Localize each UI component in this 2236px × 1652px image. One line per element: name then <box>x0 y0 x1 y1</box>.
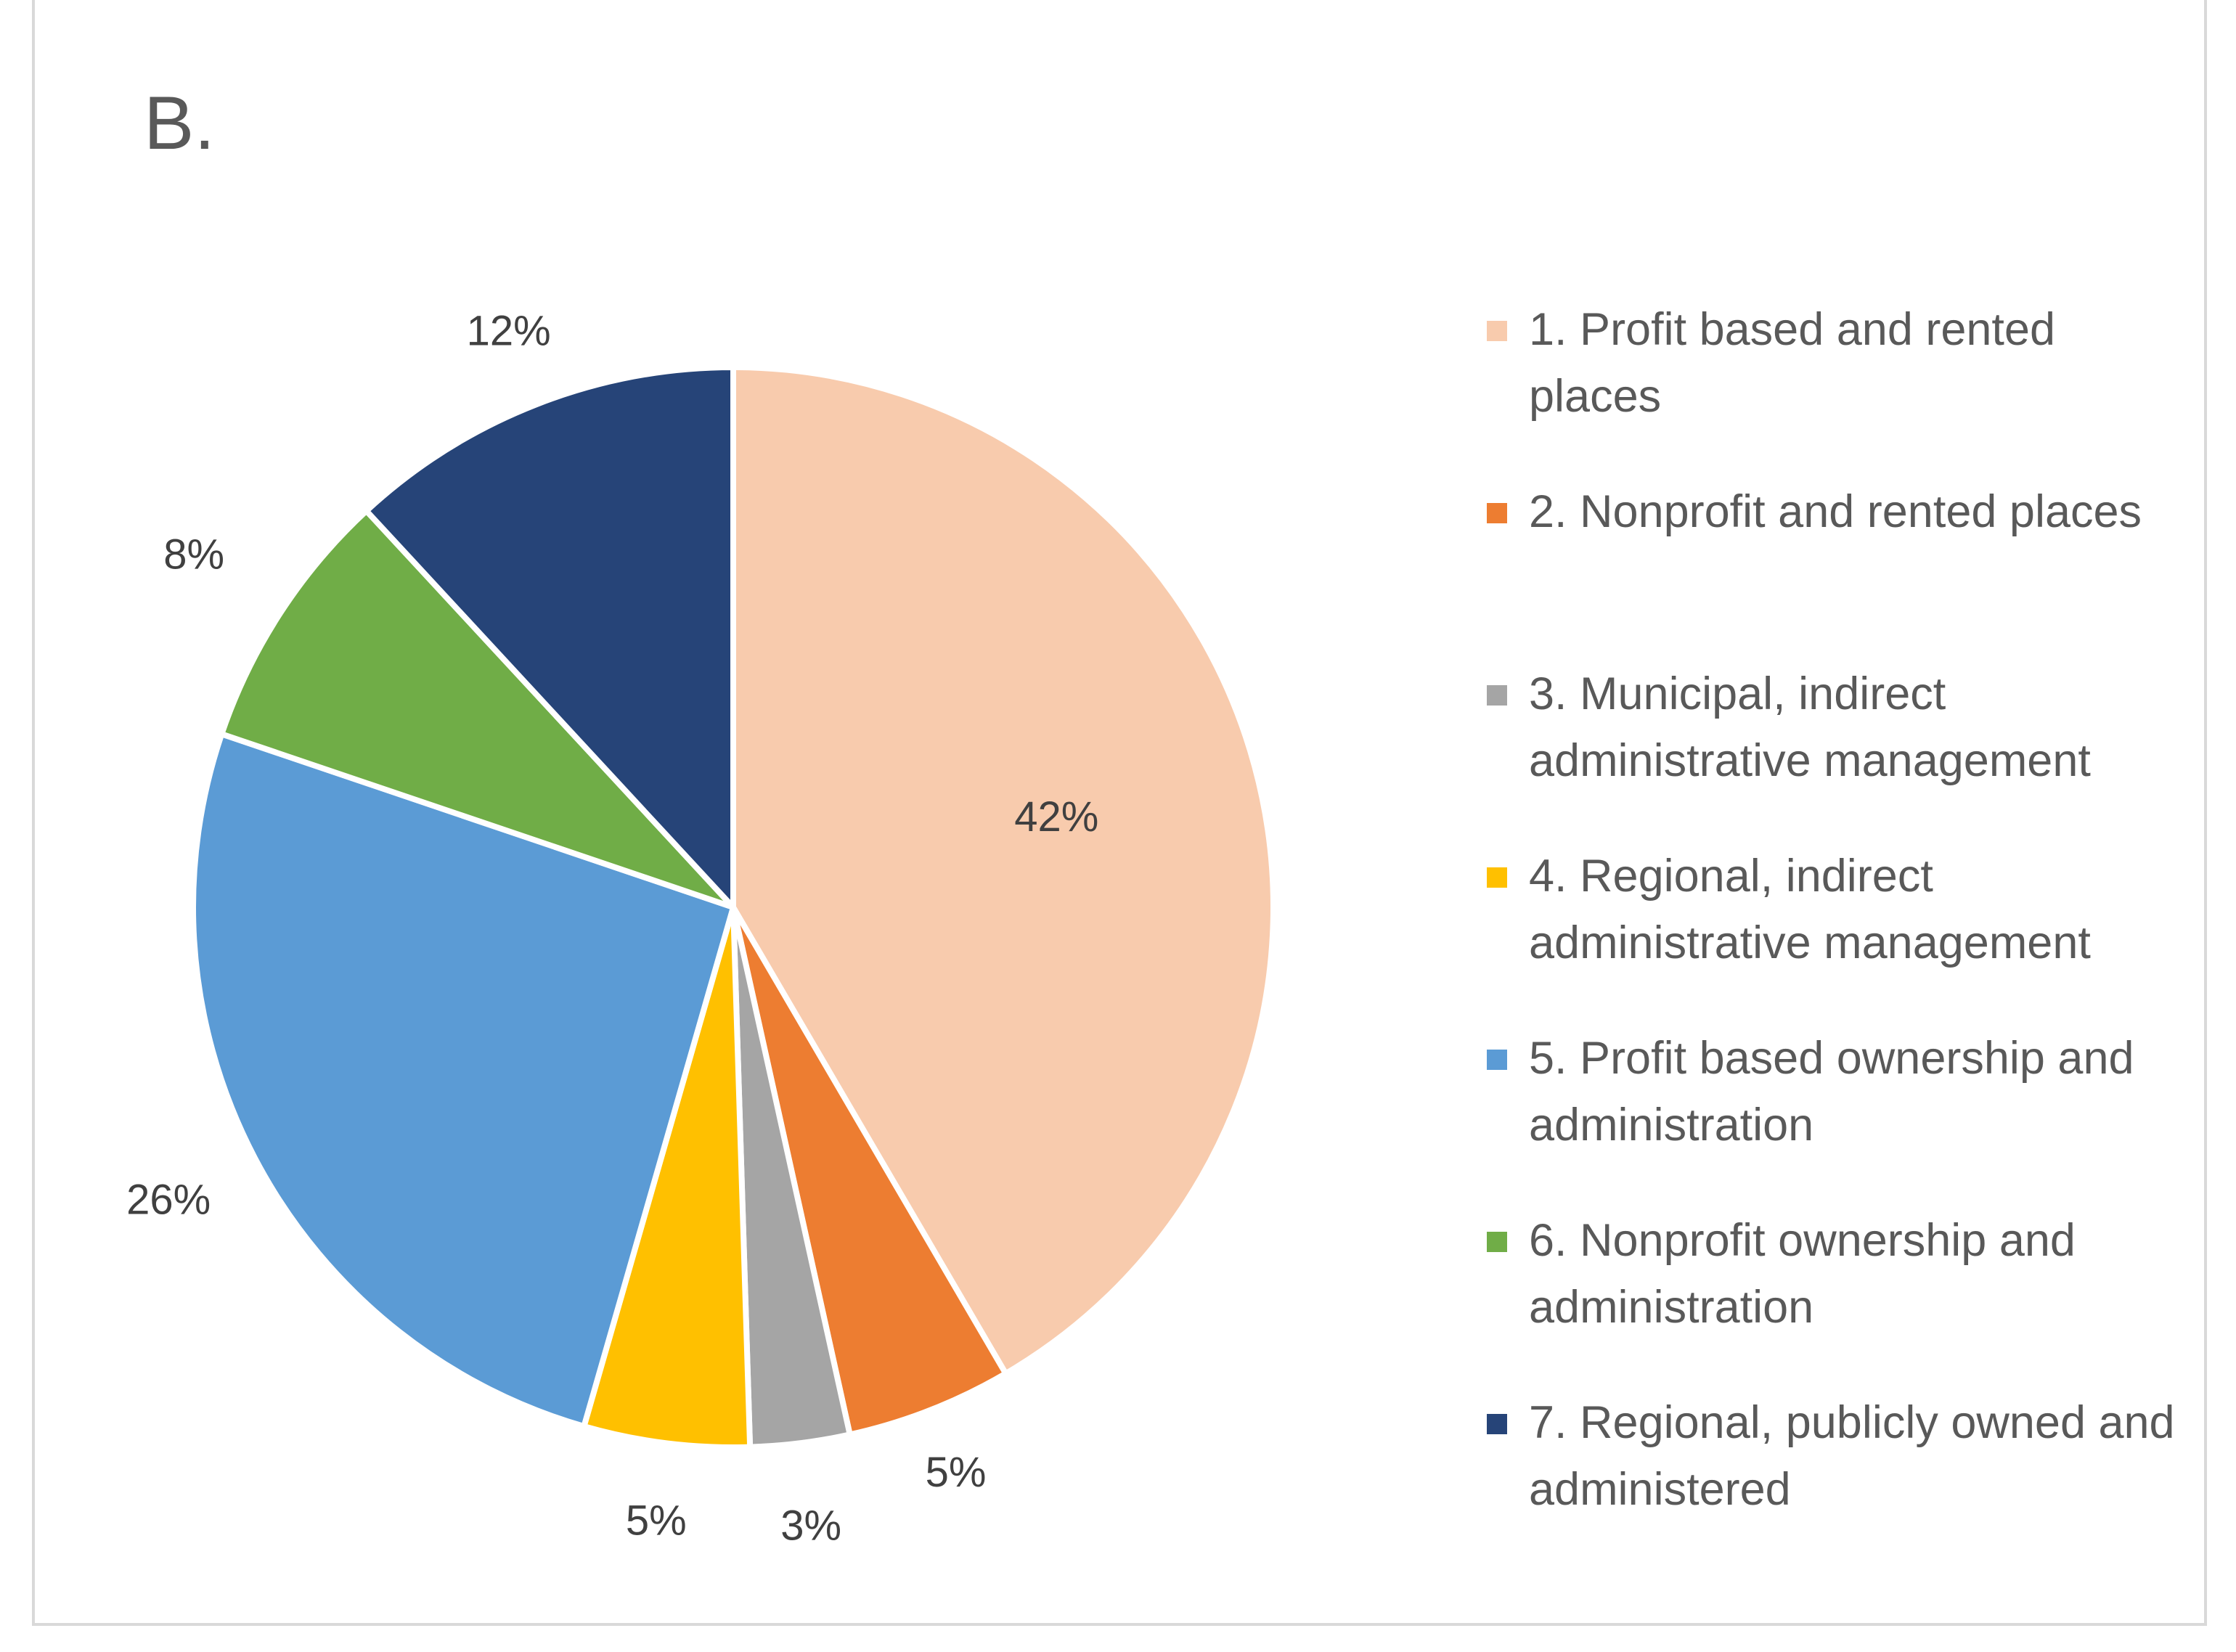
legend-item-3: 3. Municipal, indirect administrative ma… <box>1487 661 2213 843</box>
pie-slice-4 <box>581 904 754 1450</box>
pie-slices <box>190 364 1276 1450</box>
legend-label-4: 4. Regional, indirect administrative man… <box>1529 851 2091 968</box>
legend-label-5: 5. Profit based ownership and administra… <box>1529 1033 2134 1150</box>
legend-swatch-2 <box>1487 503 1507 523</box>
legend-item-5: 5. Profit based ownership and administra… <box>1487 1025 2213 1207</box>
legend-item-7: 7. Regional, publicly owned and administ… <box>1487 1389 2213 1571</box>
legend-item-4: 4. Regional, indirect administrative man… <box>1487 843 2213 1025</box>
legend-swatch-3 <box>1487 685 1507 706</box>
legend-label-2: 2. Nonprofit and rented places <box>1529 486 2142 537</box>
pie-slice-7 <box>363 364 736 910</box>
legend-swatch-6 <box>1487 1232 1507 1252</box>
legend-swatch-5 <box>1487 1050 1507 1070</box>
pie-slice-1 <box>730 364 1276 1377</box>
legend-swatch-1 <box>1487 321 1507 341</box>
data-label-3: 3% <box>780 1502 841 1550</box>
pie-slice-2 <box>730 904 1009 1438</box>
pie-data-labels: 42% 5% 3% 5% 26% 8% 12% <box>126 308 1098 1550</box>
legend-label-1: 1. Profit based and rented places <box>1529 304 2055 422</box>
legend-item-2: 2. Nonprofit and rented places <box>1487 478 2213 661</box>
legend-item-6: 6. Nonprofit ownership and administratio… <box>1487 1207 2213 1389</box>
data-label-2: 5% <box>926 1449 987 1496</box>
panel-label: B. <box>144 81 216 165</box>
data-label-4: 5% <box>626 1497 687 1544</box>
data-label-6: 8% <box>163 531 224 578</box>
data-label-5: 26% <box>126 1176 211 1223</box>
legend: 1. Profit based and rented places 2. Nonp… <box>1487 296 2213 1571</box>
data-label-1: 42% <box>1014 793 1098 841</box>
legend-swatch-4 <box>1487 867 1507 888</box>
legend-item-1: 1. Profit based and rented places <box>1487 296 2213 478</box>
pie-slice-5 <box>190 731 736 1430</box>
legend-label-7: 7. Regional, publicly owned and administ… <box>1529 1397 2175 1515</box>
legend-label-6: 6. Nonprofit ownership and administratio… <box>1529 1215 2076 1333</box>
legend-swatch-7 <box>1487 1414 1507 1434</box>
legend-label-3: 3. Municipal, indirect administrative ma… <box>1529 668 2091 786</box>
data-label-7: 12% <box>467 308 551 355</box>
pie-slice-6 <box>219 507 736 910</box>
